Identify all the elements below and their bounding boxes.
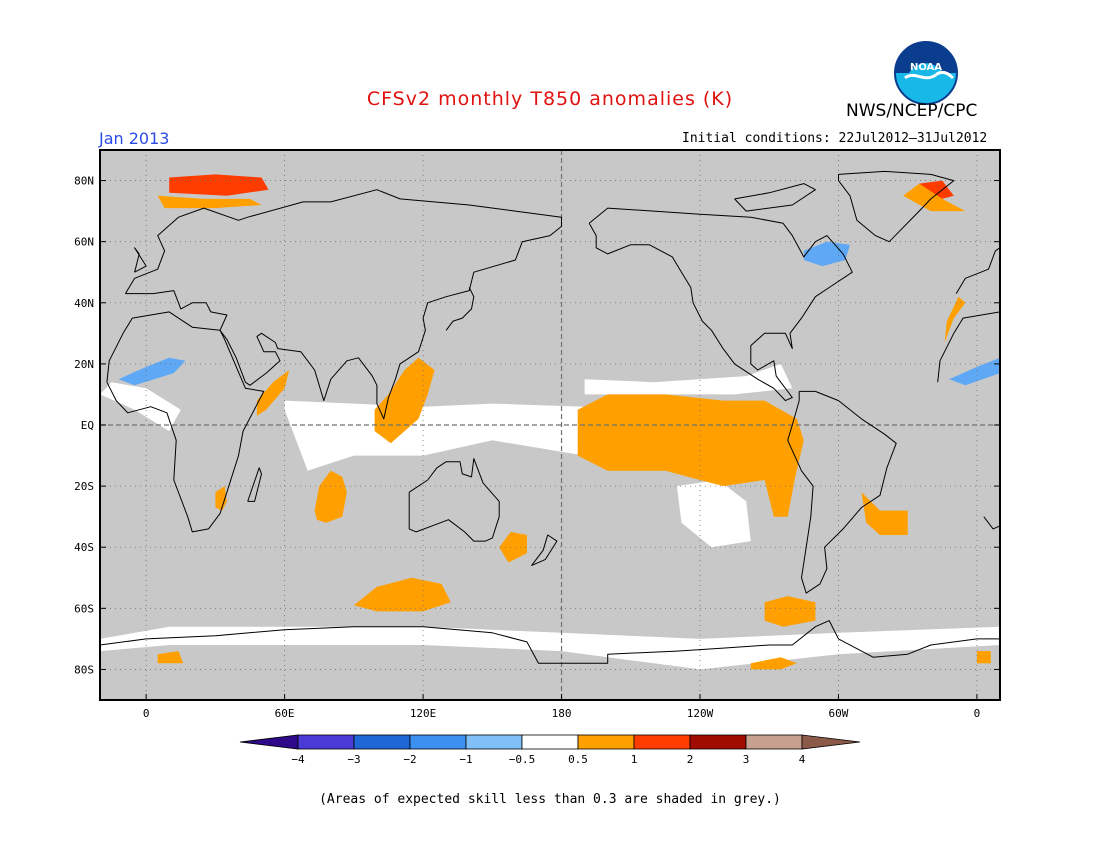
colorbar-bin [745,734,803,750]
anomaly-region-horn-of-africa-arabian-sea [256,370,290,416]
skill-footnote: (Areas of expected skill less than 0.3 a… [319,792,781,807]
coastline-australia [408,458,500,542]
neutral-region-tropical-atlantic [100,382,181,432]
colorbar-lower-triangle [239,734,299,750]
latitude-tick-label: 60S [74,602,94,615]
noaa-logo: NOAA [893,40,959,110]
anomaly-region-southern-ocean-south-of-indian-ocean [353,577,451,612]
anomaly-region-west-europe-coast [944,296,966,343]
colorbar-tick-label: 1 [631,753,638,766]
colorbar-tick-label: −4 [291,753,305,766]
anomaly-region-subtropical-south-atlantic [861,492,908,535]
latitude-tick-label: 20N [74,358,94,371]
valid-month-label: Jan 2013 [99,129,170,148]
colorbar-tick-label: −3 [347,753,360,766]
anomaly-region-southwest-indian-ocean-near-madagascar [215,486,227,511]
colorbar-tick-label: −0.5 [509,753,536,766]
neutral-region-central-pacific-band [584,363,793,395]
initial-conditions-label: Initial conditions: [682,131,831,146]
anomaly-region-barents-kara-margin [157,195,262,209]
latitude-tick-label: 40S [74,541,94,554]
coastline-europe-asia-repeated [955,247,1000,294]
anomaly-region-antarctic-coast-near-340e [976,651,991,664]
coastline-madagascar [247,467,262,502]
neutral-region-tropical-indian-west-pacific [284,400,585,471]
coastline-africa-repeated [937,311,1000,383]
anomaly-region-sahara [118,357,186,386]
organization-label: NWS/NCEP/CPC [846,101,978,121]
coastline-europe-asia [124,189,562,420]
coastline-africa [106,311,265,533]
longitude-tick-label: 60E [275,707,295,720]
longitude-tick-label: 60W [829,707,849,720]
longitude-tick-label: 120W [687,707,714,720]
coastline-south-america [787,390,897,594]
latitude-tick-label: 20S [74,480,94,493]
noaa-logo-text: NOAA [910,62,942,73]
colorbar-tick-label: 3 [743,753,750,766]
coastline-japan [445,287,475,331]
longitude-tick-label: 0 [143,707,150,720]
coastline-africa-repeated-south [983,516,1000,530]
axis-labels: 80N 60N 40N 20N EQ 20S 40S 60S 80S 0 60E 120E 180 120… [74,175,1000,720]
colorbar: −4 −3 −2 −1 −0.5 0.5 1 2 3 4 [239,734,861,766]
anomaly-region-central-eastern-tropical-pacific [577,394,804,517]
neutral-region-south-pacific-subtropics [676,480,751,548]
anomaly-region-east-greenland-margin [903,183,966,212]
anomaly-region-maritime-continent [374,357,435,444]
latitude-tick-label: EQ [81,419,94,432]
coastline-layer [100,170,1000,664]
colorbar-tick-label: 2 [687,753,694,766]
colorbar-bin [689,734,747,750]
colorbar-bin [297,734,355,750]
anomaly-region-amundsen-sea [750,657,797,670]
latitude-tick-label: 40N [74,297,94,310]
colorbar-bin [353,734,411,750]
initial-conditions: Initial conditions: 22Jul2012–31Jul2012 [682,131,987,146]
anomaly-layer [118,174,1000,670]
longitude-tick-label: 120E [410,707,437,720]
initial-conditions-range: 22Jul2012–31Jul2012 [838,131,988,146]
coastline-british-isles [134,247,147,273]
coastline-greenland [838,170,955,243]
coastline-new-zealand [531,534,558,567]
anomaly-region-sahara-repeated [949,357,1000,386]
coastline-antarctica [100,620,1000,664]
coastline-arctic-islands [734,183,816,212]
graticule [100,150,1000,700]
anomaly-region-southeast-pacific-near-60s [764,596,816,627]
latitude-tick-label: 80S [74,663,94,676]
colorbar-tick-label: −2 [403,753,416,766]
chart-title: CFSv2 monthly T850 anomalies (K) [366,88,734,110]
colorbar-tick-label: −1 [459,753,472,766]
colorbar-tick-label: 4 [799,753,806,766]
anomaly-region-tasman-sea [499,531,527,563]
longitude-tick-label: 0 [974,707,981,720]
colorbar-upper-triangle [801,734,861,750]
colorbar-bin [633,734,691,750]
colorbar-bin [577,734,635,750]
colorbar-bin [521,734,579,750]
colorbar-tick-label: 0.5 [568,753,588,766]
colorbar-bin [409,734,467,750]
anomaly-region-antarctic-coast-near-20e [157,651,184,664]
anomaly-region-northern-eurasia-arctic-coast [169,174,269,196]
latitude-tick-label: 80N [74,175,94,188]
latitude-tick-label: 60N [74,236,94,249]
coastline-north-america [588,207,853,402]
longitude-tick-label: 180 [552,707,572,720]
anomaly-region-south-indian-ocean [314,470,347,523]
colorbar-bin [465,734,523,750]
